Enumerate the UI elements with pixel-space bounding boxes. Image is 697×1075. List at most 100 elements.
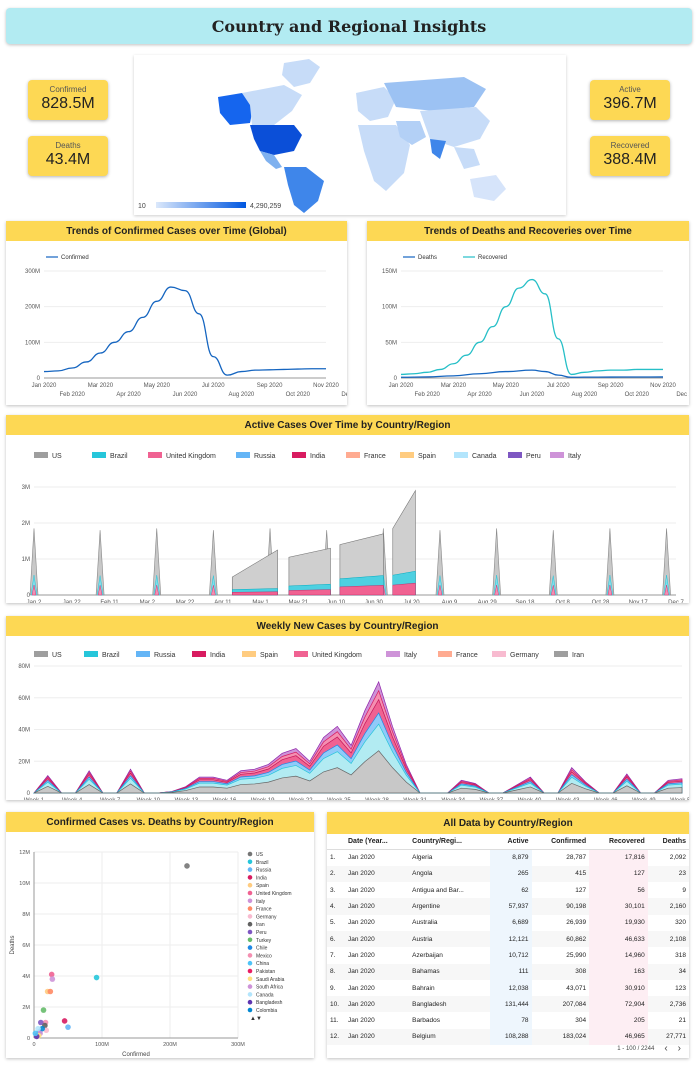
legend-swatch: [247, 929, 253, 935]
row-index: 4.: [327, 898, 345, 915]
table-row[interactable]: 12. Jan 2020 Belgium 108,288 183,024 46,965 27…: [327, 1028, 689, 1046]
col-header-confirmed[interactable]: Confirmed: [531, 834, 590, 850]
legend-swatch: [247, 1007, 253, 1013]
legend-swatch: [192, 651, 206, 657]
cell-active: 10,712: [490, 947, 532, 964]
table-row[interactable]: 11. Jan 2020 Barbados 78 304 205 21: [327, 1012, 689, 1029]
y-tick-label: 80M: [18, 664, 30, 670]
row-index: 11.: [330, 1017, 339, 1025]
legend-label: United Kingdom: [312, 652, 362, 659]
table-row[interactable]: 2. Jan 2020 Angola 265 415 127 23: [327, 865, 689, 883]
x-tick-label: Week 49: [632, 798, 656, 800]
cell-deaths: 34: [647, 963, 689, 980]
x-tick-label: Mar 2020: [441, 383, 467, 389]
cell-confirmed: 183,024: [531, 1028, 590, 1046]
table-row[interactable]: 4. Jan 2020 Argentine 57,937 90,198 30,101 2,1…: [327, 898, 689, 915]
legend-label: Italy: [568, 453, 581, 460]
x-tick-label: Oct 8: [556, 600, 571, 603]
cell-recovered: 72,904: [589, 996, 648, 1013]
x-tick-label: 300M: [231, 1042, 245, 1048]
table-row[interactable]: 8. Jan 2020 Bahamas 111 308 163 34: [327, 963, 689, 980]
table-row[interactable]: 10. Jan 2020 Bangladesh 131,444 207,084 72,90…: [327, 996, 689, 1013]
col-header-deaths[interactable]: Deaths: [647, 834, 689, 850]
table-row[interactable]: 9. Jan 2020 Bahrain 12,038 43,071 30,910 123: [327, 979, 689, 997]
cell-date: Jan 2020: [345, 1028, 410, 1046]
x-tick-label: Nov 2020: [650, 383, 676, 389]
cell-confirmed: 28,787: [566, 854, 587, 862]
map-legend-bar: [156, 202, 246, 208]
kpi-active-value: 396.7M: [603, 95, 657, 112]
legend-label: Russia: [254, 453, 276, 460]
row-index: 5.: [330, 919, 336, 927]
legend-swatch: [247, 890, 253, 896]
kpi-confirmed-label: Confirmed: [49, 85, 87, 94]
map-legend-max: 4,290,259: [250, 203, 281, 210]
legend-label: Russia: [256, 868, 272, 874]
x-tick-label: May 21: [289, 600, 309, 603]
row-index: 7.: [330, 951, 336, 959]
row-index: 12.: [327, 1028, 345, 1046]
cell-country: Angola: [409, 865, 491, 883]
map-india: [430, 139, 446, 159]
legend-label: France: [256, 907, 272, 913]
cell-deaths: 2,092: [669, 854, 686, 862]
legend-swatch: [294, 651, 308, 657]
series-line-confirmed: [43, 286, 326, 376]
table-row[interactable]: 1. Jan 2020 Algeria 8,879 28,787 17,816 2,092: [327, 849, 689, 866]
legend-label: Recovered: [478, 255, 507, 261]
legend-label: France: [364, 453, 386, 460]
legend-swatch: [492, 651, 506, 657]
area-block-india: [288, 589, 331, 596]
col-header-country[interactable]: Country/Regi...: [409, 834, 491, 850]
legend-swatch: [247, 851, 253, 857]
scatter-point: [39, 1025, 45, 1032]
next-page-icon[interactable]: ›: [677, 1043, 681, 1054]
col-header-recovered[interactable]: Recovered: [589, 834, 648, 850]
cell-recovered: 14,960: [589, 947, 648, 964]
scatter-point: [48, 971, 55, 978]
y-tick-label: 3M: [22, 485, 30, 491]
table-row[interactable]: 5. Jan 2020 Australia 6,689 26,939 19,930 320: [327, 914, 689, 931]
row-index: 9.: [330, 984, 336, 992]
x-tick-label: Jun 2020: [520, 392, 545, 398]
y-tick-label: 0: [27, 791, 31, 797]
cell-date: Jan 2020: [345, 898, 410, 915]
cell-country: Barbados: [412, 1017, 440, 1025]
cell-active: 12,121: [490, 930, 532, 948]
legend-label: France: [456, 652, 478, 659]
col-header-date[interactable]: Date (Year...: [345, 834, 410, 850]
legend-label: India: [310, 453, 325, 460]
world-map[interactable]: 10 4,290,259: [134, 55, 566, 215]
chart-scatter: 0 2M 4M 6M 8M 10M 12M 0 100M 200M 300M Confirmed Dea…: [10, 850, 292, 1058]
chart-deaths-recovered: 0 50M 100M 150M Jan 2020 Mar 2020 May 2020 Jul …: [382, 255, 689, 398]
cell-active: 57,937: [490, 898, 532, 915]
x-tick-label: 0: [32, 1042, 35, 1048]
data-table: Date (Year... Country/Regi... Active Con…: [327, 834, 689, 1046]
x-tick-label: Nov 17: [629, 600, 649, 603]
y-tick-label: 20M: [18, 759, 30, 765]
kpi-active: Active 396.7M: [590, 80, 670, 120]
cell-date: Jan 2020: [345, 963, 410, 980]
legend-swatch: [247, 984, 253, 989]
prev-page-icon[interactable]: ‹: [664, 1043, 668, 1054]
table-row[interactable]: 3. Jan 2020 Antigua and Bar... 62 127 56 9: [327, 882, 689, 899]
table-row[interactable]: 7. Jan 2020 Azerbaijan 10,712 25,990 14,960 31…: [327, 947, 689, 964]
legend-swatch: [247, 906, 253, 911]
legend-label: Iran: [256, 922, 265, 928]
scatter-point: [35, 1025, 41, 1032]
cell-recovered: 46,965: [589, 1028, 648, 1046]
x-tick-label: Aug 2020: [572, 392, 598, 398]
area-spike-india: [97, 585, 103, 596]
pagination: 1 - 100 / 2244 ‹ ›: [617, 1043, 681, 1054]
cell-confirmed: 26,939: [566, 919, 587, 927]
col-header-active[interactable]: Active: [490, 834, 532, 850]
table-row[interactable]: 6. Jan 2020 Austria 12,121 60,862 46,633 2,108: [327, 930, 689, 948]
legend-swatch: [148, 452, 162, 458]
card-data-table: All Data by Country/Region Date (Year...…: [327, 812, 689, 1058]
area-spike-india: [154, 584, 159, 596]
legend-label: Mexico: [256, 953, 272, 959]
cell-deaths: 27,771: [647, 1028, 689, 1046]
pagination-label: 1 - 100 / 2244: [617, 1045, 655, 1052]
x-tick-label: Week 37: [480, 798, 504, 800]
area-block-india: [232, 591, 278, 596]
